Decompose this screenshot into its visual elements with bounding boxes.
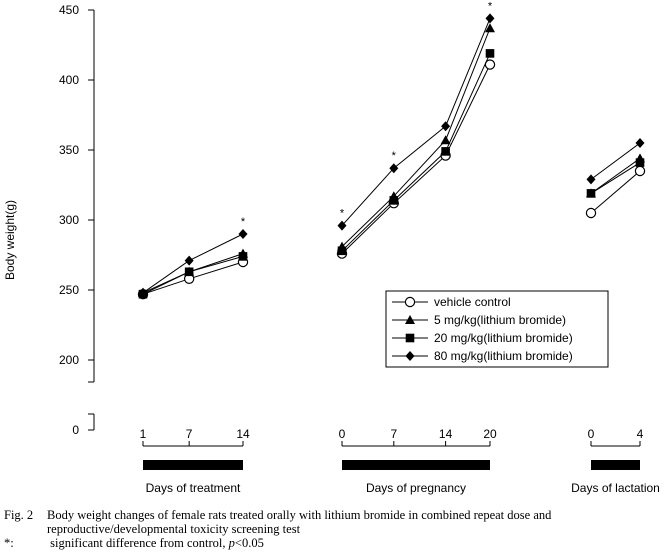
point-80-mg-kg-lithium-bromide-days-of-pregnancy-0 <box>337 220 347 231</box>
point-80-mg-kg-lithium-bromide-days-of-lactation-4 <box>635 138 645 148</box>
x-axis-title-days-of-lactation: Days of lactation <box>571 481 660 495</box>
y-tick-label-400: 400 <box>59 73 79 87</box>
series-line-vehicle-control-days-of-lactation <box>590 170 641 214</box>
period-bar-days-of-pregnancy <box>342 460 490 470</box>
x-tick-label-days-of-pregnancy-7: 7 <box>390 427 397 441</box>
point-20-mg-kg-lithium-bromide-days-of-treatment-7 <box>184 267 194 277</box>
legend-label-5-mg-kg-lithium-bromide: 5 mg/kg(lithium bromide) <box>434 313 566 327</box>
series-line-5-mg-kg-lithium-bromide-days-of-lactation <box>590 157 641 194</box>
caption-star: *: <box>4 536 14 550</box>
point-80-mg-kg-lithium-bromide-days-of-lactation-0 <box>586 174 596 185</box>
legend-box <box>385 290 609 368</box>
x-tick-label-days-of-treatment-7: 7 <box>186 427 193 441</box>
x-tick-label-days-of-treatment-1: 1 <box>140 427 147 441</box>
point-80-mg-kg-lithium-bromide-days-of-pregnancy-7 <box>389 163 399 174</box>
x-tick-label-days-of-pregnancy-0: 0 <box>339 427 346 441</box>
panel-days-of-lactation: 0 4 Days of lactation <box>571 138 660 495</box>
caption-note-prefix: significant difference from control, <box>47 536 229 550</box>
point-80-mg-kg-lithium-bromide-days-of-treatment-14 <box>238 229 248 239</box>
series-line-80-mg-kg-lithium-bromide-days-of-pregnancy <box>341 18 491 226</box>
series-line-80-mg-kg-lithium-bromide-days-of-lactation <box>590 142 641 180</box>
legend-label-vehicle-control: vehicle control <box>434 295 511 309</box>
point-20-mg-kg-lithium-bromide-days-of-treatment-14 <box>238 252 248 261</box>
point-20-mg-kg-lithium-bromide-days-of-pregnancy-7 <box>389 196 399 205</box>
y-tick-label-350: 350 <box>59 143 79 157</box>
caption-note-suffix: <0.05 <box>234 536 264 550</box>
x-tick-label-days-of-lactation-0: 0 <box>588 427 595 441</box>
significance-marker-days-of-treatment-14: * <box>241 216 246 228</box>
y-tick-label-250: 250 <box>59 283 79 297</box>
period-bar-days-of-lactation <box>591 460 640 470</box>
significance-marker-days-of-pregnancy-20: * <box>488 0 493 12</box>
period-bar-days-of-treatment <box>143 460 243 470</box>
caption-text-2: reproductive/developmental toxicity scre… <box>47 522 301 536</box>
point-vehicle-control-days-of-lactation-0 <box>585 207 597 219</box>
series-line-80-mg-kg-lithium-bromide-days-of-treatment <box>142 233 244 294</box>
y-tick-label-0: 0 <box>72 423 79 437</box>
point-80-mg-kg-lithium-bromide-days-of-treatment-1 <box>138 287 148 298</box>
point-5-mg-kg-lithium-bromide-days-of-pregnancy-14 <box>440 135 451 145</box>
x-axis-title-days-of-pregnancy: Days of pregnancy <box>366 481 466 495</box>
series-line-20-mg-kg-lithium-bromide-days-of-lactation <box>590 162 641 194</box>
caption-line-1: Fig. 2 Body weight changes of female rats… <box>4 508 670 522</box>
point-80-mg-kg-lithium-bromide-days-of-pregnancy-14 <box>441 121 451 132</box>
y-axis: 200 250 300 350 400 450 0 Body weight(g) <box>3 3 95 437</box>
legend: vehicle control 5 mg/kg(lithium bromide)… <box>385 290 609 368</box>
point-80-mg-kg-lithium-bromide-days-of-pregnancy-20 <box>485 13 495 24</box>
legend-label-20-mg-kg-lithium-bromide: 20 mg/kg(lithium bromide) <box>434 331 573 345</box>
panel-days-of-pregnancy: 0 7 14 20 Days of pregnancy * * * <box>336 0 497 495</box>
figure-caption: Fig. 2 Body weight changes of female rats… <box>4 508 670 550</box>
point-vehicle-control-days-of-lactation-4 <box>634 165 646 177</box>
series-line-vehicle-control-days-of-pregnancy <box>341 64 491 254</box>
point-20-mg-kg-lithium-bromide-days-of-pregnancy-20 <box>485 49 495 58</box>
significance-marker-days-of-pregnancy-0: * <box>340 208 345 220</box>
caption-label: Fig. 2 <box>4 508 34 522</box>
point-20-mg-kg-lithium-bromide-days-of-pregnancy-0 <box>337 246 347 256</box>
point-20-mg-kg-lithium-bromide-days-of-lactation-0 <box>586 189 596 198</box>
x-tick-label-days-of-lactation-4: 4 <box>637 427 644 441</box>
legend-marker-80-mg-kg-lithium-bromide <box>405 351 415 361</box>
series-line-5-mg-kg-lithium-bromide-days-of-pregnancy <box>341 28 491 247</box>
panel-days-of-treatment: 1 7 14 Days of treatment * <box>137 216 250 495</box>
significance-marker-days-of-pregnancy-7: * <box>392 150 397 162</box>
y-axis-title: Body weight(g) <box>3 200 17 280</box>
y-tick-label-300: 300 <box>59 213 79 227</box>
legend-marker-vehicle-control <box>404 296 416 308</box>
point-20-mg-kg-lithium-bromide-days-of-lactation-4 <box>635 158 645 167</box>
caption-p: p <box>228 536 235 550</box>
x-axis-title-days-of-treatment: Days of treatment <box>146 481 241 495</box>
caption-line-3: *: significant difference from control, … <box>4 536 670 550</box>
x-tick-label-days-of-pregnancy-20: 20 <box>483 427 497 441</box>
chart-panels: 1 7 14 Days of treatment * 0 7 14 20 Days of preg… <box>137 0 660 495</box>
x-tick-label-days-of-treatment-14: 14 <box>236 427 250 441</box>
y-tick-label-450: 450 <box>59 3 79 17</box>
legend-label-80-mg-kg-lithium-bromide: 80 mg/kg(lithium bromide) <box>434 349 573 363</box>
caption-text-1: Body weight changes of female rats treat… <box>47 508 552 522</box>
caption-line-2: reproductive/developmental toxicity scre… <box>4 522 670 536</box>
legend-marker-20-mg-kg-lithium-bromide <box>405 333 415 343</box>
point-80-mg-kg-lithium-bromide-days-of-treatment-7 <box>184 255 194 266</box>
legend-marker-5-mg-kg-lithium-bromide <box>405 315 415 324</box>
x-tick-label-days-of-pregnancy-14: 14 <box>439 427 453 441</box>
point-5-mg-kg-lithium-bromide-days-of-pregnancy-20 <box>485 23 495 33</box>
point-20-mg-kg-lithium-bromide-days-of-pregnancy-14 <box>441 147 450 156</box>
y-tick-label-200: 200 <box>59 353 79 367</box>
series-line-20-mg-kg-lithium-bromide-days-of-pregnancy <box>341 53 491 252</box>
point-vehicle-control-days-of-pregnancy-20 <box>484 59 496 70</box>
